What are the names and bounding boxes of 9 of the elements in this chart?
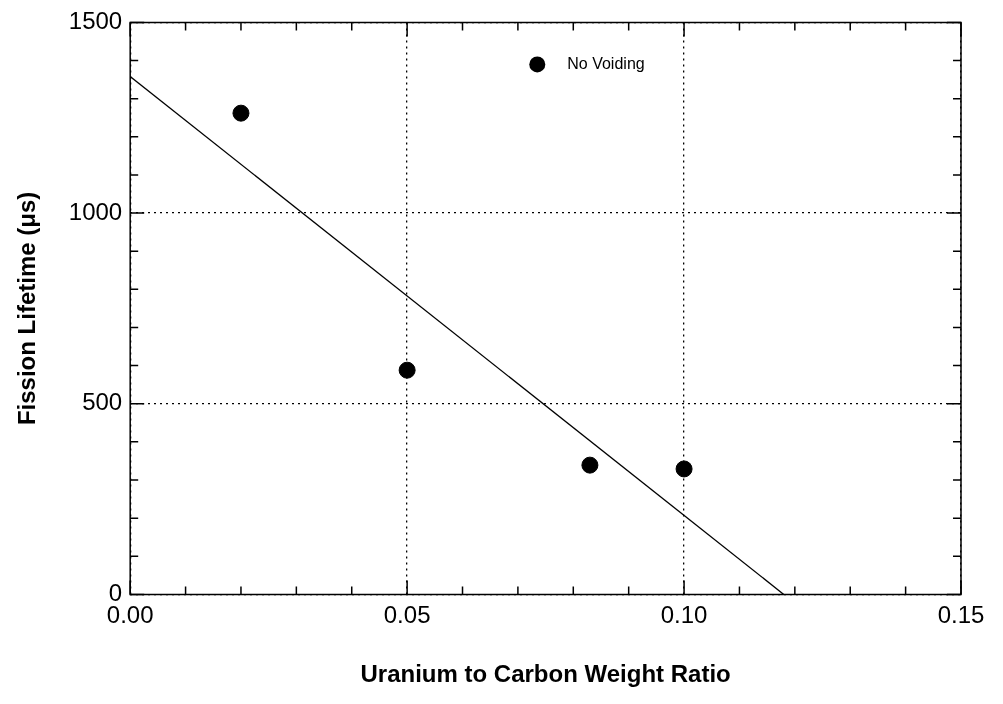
x-axis-title: Uranium to Carbon Weight Ratio xyxy=(360,660,731,688)
legend-label: No Voiding xyxy=(567,54,645,72)
x-tick-label: 0.05 xyxy=(383,601,431,629)
y-axis-title: Fission Lifetime (μs) xyxy=(13,191,41,426)
y-tick-label: 1500 xyxy=(68,7,123,35)
y-tick-label: 500 xyxy=(82,388,123,416)
x-tick-label: 0.15 xyxy=(937,601,985,629)
x-tick-label: 0.10 xyxy=(660,601,708,629)
y-tick-label: 1000 xyxy=(68,197,123,225)
